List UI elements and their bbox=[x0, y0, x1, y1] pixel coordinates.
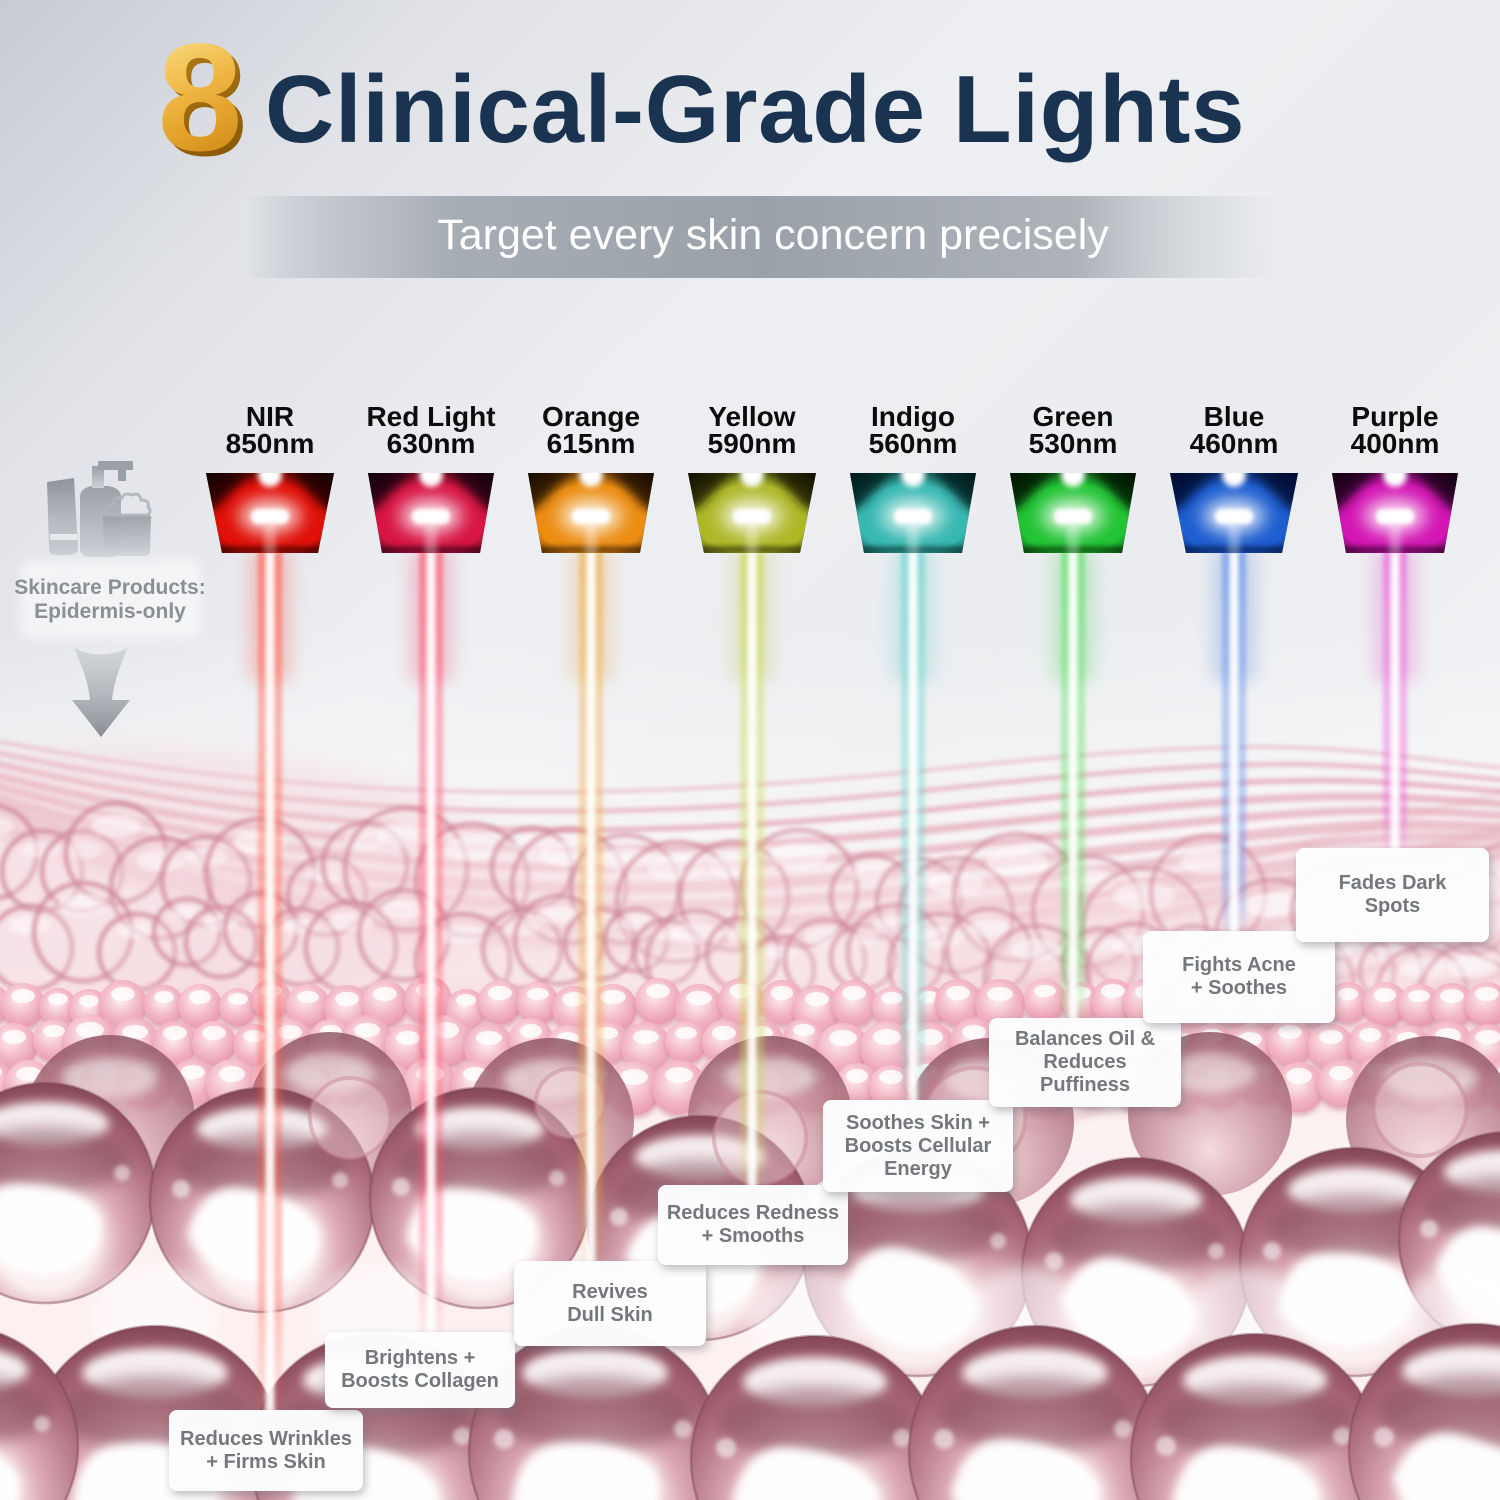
svg-text:8: 8 bbox=[162, 38, 247, 178]
svg-text:8: 8 bbox=[157, 38, 242, 178]
